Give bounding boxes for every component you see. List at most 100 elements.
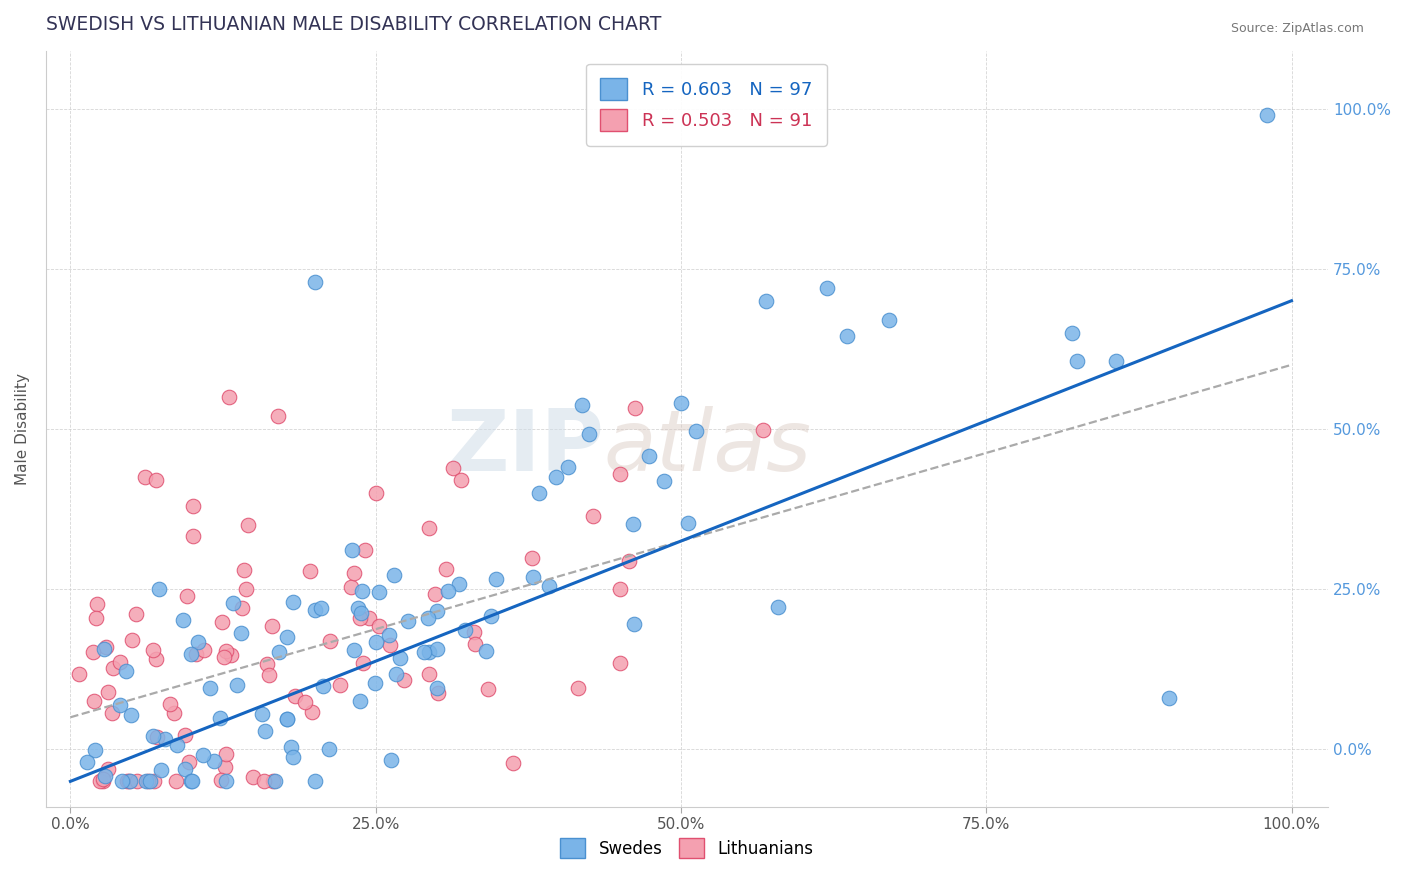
Point [557, 459, 579, 474]
Point [340, 580, 363, 594]
Point [94, 769, 117, 783]
Point [184, 647, 207, 661]
Point [256, 657, 278, 671]
Point [311, 601, 333, 615]
Point [752, 423, 775, 437]
Point [252, 707, 274, 722]
Point [388, 651, 411, 665]
Point [294, 695, 316, 709]
Point [120, 707, 142, 722]
Point [214, 747, 236, 761]
Point [426, 642, 449, 657]
Point [231, 601, 253, 615]
Point [276, 712, 298, 726]
Point [284, 689, 307, 703]
Point [546, 469, 568, 483]
Point [377, 628, 399, 642]
Point [276, 712, 298, 726]
Point [253, 774, 276, 789]
Point [418, 667, 440, 681]
Point [281, 594, 304, 608]
Point [89, 774, 111, 789]
Point [108, 698, 131, 712]
Point [359, 611, 381, 625]
Point [181, 529, 204, 543]
Point [353, 543, 375, 558]
Point [416, 610, 439, 624]
Point [219, 648, 242, 662]
Point [1159, 691, 1181, 706]
Point [253, 724, 276, 739]
Point [299, 564, 322, 578]
Point [1060, 326, 1083, 340]
Point [426, 686, 449, 700]
Point [426, 604, 449, 618]
Point [669, 396, 692, 410]
Point [93, 641, 115, 656]
Point [163, 706, 186, 721]
Point [280, 739, 302, 754]
Point [312, 679, 335, 693]
Point [755, 293, 778, 308]
Point [76, 755, 98, 769]
Point [477, 682, 499, 697]
Point [94, 640, 117, 654]
Point [143, 774, 166, 789]
Point [276, 630, 298, 644]
Point [425, 587, 447, 601]
Point [117, 774, 139, 789]
Point [623, 617, 645, 632]
Point [200, 681, 222, 696]
Point [174, 763, 197, 777]
Point [142, 729, 165, 743]
Point [97, 762, 120, 776]
Point [449, 577, 471, 591]
Point [464, 637, 486, 651]
Point [463, 625, 485, 640]
Point [233, 564, 256, 578]
Point [181, 499, 204, 513]
Point [242, 770, 264, 784]
Point [176, 589, 198, 603]
Point [578, 427, 600, 442]
Point [522, 569, 544, 583]
Point [382, 568, 405, 582]
Point [235, 582, 257, 596]
Point [82, 645, 104, 659]
Point [441, 461, 464, 475]
Point [101, 661, 124, 675]
Point [538, 579, 561, 593]
Point [215, 644, 238, 658]
Point [138, 774, 160, 789]
Point [624, 401, 647, 416]
Point [1256, 108, 1278, 122]
Point [180, 774, 202, 789]
Point [437, 584, 460, 599]
Point [193, 748, 215, 763]
Point [121, 633, 143, 648]
Point [479, 609, 502, 624]
Point [385, 667, 408, 681]
Point [225, 678, 247, 692]
Point [329, 678, 352, 692]
Point [67, 667, 90, 681]
Point [267, 645, 290, 659]
Y-axis label: Male Disability: Male Disability [15, 373, 30, 485]
Point [621, 516, 644, 531]
Point [97, 685, 120, 699]
Point [363, 676, 385, 690]
Point [485, 572, 508, 586]
Point [609, 467, 631, 481]
Point [166, 738, 188, 752]
Point [304, 275, 326, 289]
Legend: R = 0.603   N = 97, R = 0.503   N = 91: R = 0.603 N = 97, R = 0.503 N = 91 [586, 63, 827, 145]
Point [153, 731, 176, 746]
Point [146, 731, 169, 745]
Point [418, 521, 440, 535]
Point [366, 635, 388, 649]
Point [343, 642, 366, 657]
Point [768, 599, 790, 614]
Point [145, 473, 167, 487]
Point [159, 697, 181, 711]
Point [676, 516, 699, 530]
